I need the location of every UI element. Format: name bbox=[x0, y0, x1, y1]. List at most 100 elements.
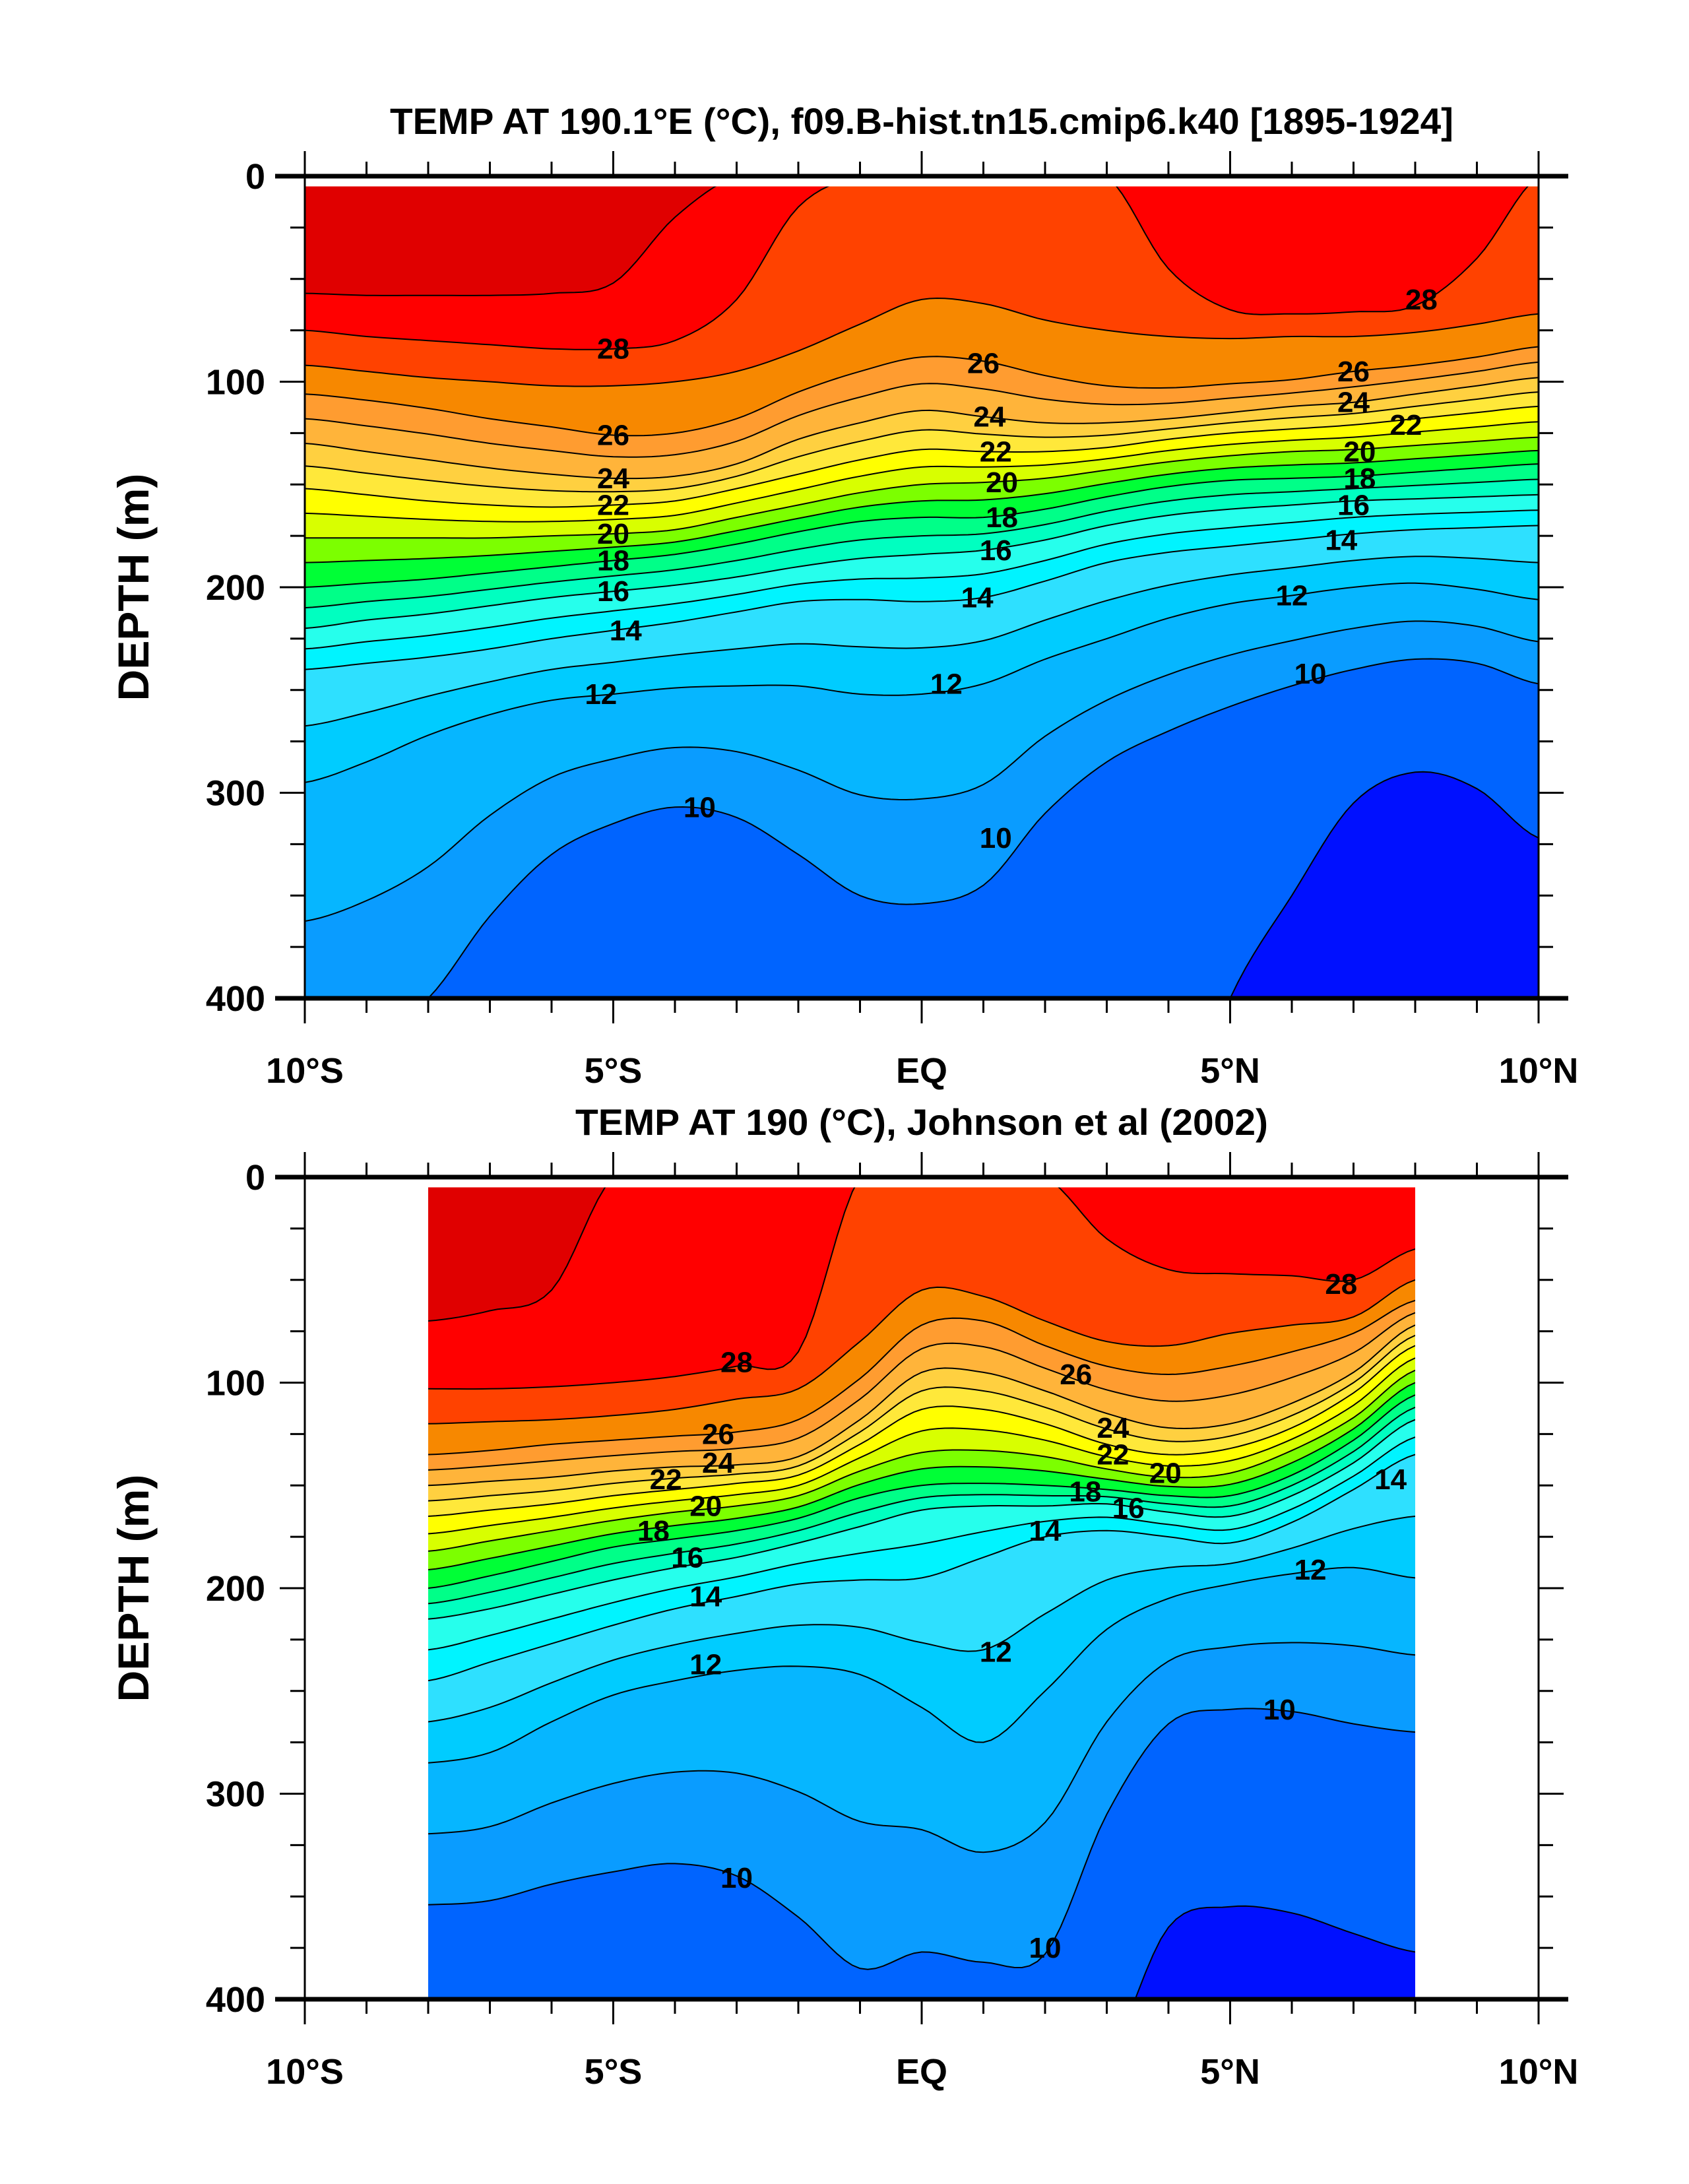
isotherm-9 bbox=[1229, 771, 1539, 999]
isotherm-29 bbox=[305, 186, 717, 296]
contour-label: 20 bbox=[1343, 435, 1376, 468]
contour-label: 28 bbox=[597, 333, 629, 366]
contour-label: 22 bbox=[980, 435, 1012, 468]
band-29 bbox=[305, 186, 716, 296]
contour-label: 16 bbox=[597, 575, 629, 608]
contour-label: 10 bbox=[684, 791, 716, 823]
contour-label: 28 bbox=[720, 1346, 753, 1378]
contour-label: 12 bbox=[980, 1636, 1012, 1669]
x-tick-label: EQ bbox=[896, 1051, 947, 1091]
isotherm-20 bbox=[305, 436, 1539, 539]
contour-label: 20 bbox=[689, 1490, 722, 1522]
isotherm-16 bbox=[428, 1419, 1415, 1620]
isotherm-21 bbox=[428, 1357, 1415, 1535]
contour-label: 10 bbox=[980, 822, 1012, 854]
band-28 bbox=[428, 1187, 1415, 1390]
x-tick-label: 5°N bbox=[1200, 2052, 1260, 2092]
contour-label: 10 bbox=[1029, 1932, 1062, 1964]
isotherm-27 bbox=[305, 297, 1539, 387]
contour-label: 24 bbox=[973, 401, 1005, 433]
isotherm-16 bbox=[305, 494, 1539, 629]
isotherm-24 bbox=[428, 1324, 1415, 1487]
contour-label: 22 bbox=[1097, 1439, 1129, 1471]
y-tick-label: 400 bbox=[206, 979, 265, 1019]
isotherm-17 bbox=[428, 1406, 1415, 1605]
isotherm-28 bbox=[428, 1187, 1415, 1390]
contour-label: 22 bbox=[1389, 409, 1422, 441]
chart-title: TEMP AT 190.1°E (°C), f09.B-hist.tn15.cm… bbox=[390, 100, 1453, 142]
contour-label: 12 bbox=[930, 668, 963, 700]
contour-label: 26 bbox=[1337, 356, 1370, 388]
y-tick-label: 300 bbox=[206, 1775, 265, 1815]
contour-label: 26 bbox=[597, 419, 629, 451]
isotherm-18 bbox=[305, 463, 1539, 588]
isotherm-11 bbox=[428, 1642, 1415, 1853]
contour-label: 18 bbox=[597, 545, 629, 577]
y-tick-label: 0 bbox=[245, 1158, 265, 1198]
x-tick-label: 5°S bbox=[585, 2052, 643, 2092]
isotherm-12 bbox=[428, 1566, 1415, 1764]
x-tick-label: 10°N bbox=[1499, 2052, 1579, 2092]
contour-label: 12 bbox=[585, 678, 617, 711]
contour-label: 12 bbox=[1294, 1554, 1327, 1586]
contour-field bbox=[428, 1187, 1415, 1999]
x-tick-label: 10°N bbox=[1499, 1051, 1579, 1091]
y-tick-label: 100 bbox=[206, 1364, 265, 1403]
isotherm-28 bbox=[305, 186, 1529, 350]
isotherm-29 bbox=[428, 1187, 606, 1322]
contour-label: 16 bbox=[1337, 489, 1370, 521]
panel-observations: TEMP AT 190 (°C), Johnson et al (2002) D… bbox=[109, 1101, 1578, 2092]
y-tick-label: 200 bbox=[206, 1569, 265, 1609]
isotherm-25 bbox=[305, 361, 1539, 458]
x-tick-label: 5°N bbox=[1200, 1051, 1260, 1091]
y-tick-label: 100 bbox=[206, 363, 265, 402]
isotherm-9 bbox=[1134, 1905, 1415, 1999]
contour-label: 22 bbox=[650, 1463, 682, 1496]
contour-label: 14 bbox=[1374, 1463, 1407, 1496]
y-tick-label: 400 bbox=[206, 1980, 265, 2020]
isotherm-10 bbox=[428, 1708, 1415, 1970]
isotherm-23 bbox=[428, 1334, 1415, 1502]
x-tick-label: 10°S bbox=[266, 2052, 344, 2092]
contour-label: 18 bbox=[1069, 1476, 1101, 1508]
contour-label: 10 bbox=[1263, 1694, 1296, 1726]
isotherm-15 bbox=[305, 509, 1539, 650]
contour-label: 14 bbox=[689, 1580, 722, 1613]
isotherm-22 bbox=[305, 405, 1539, 508]
contour-label: 14 bbox=[1325, 524, 1357, 556]
band-29 bbox=[428, 1187, 605, 1321]
contour-label: 12 bbox=[689, 1648, 722, 1681]
contour-label: 14 bbox=[1029, 1515, 1062, 1547]
contour-label: 24 bbox=[1097, 1412, 1129, 1444]
x-tick-label: 10°S bbox=[266, 1051, 344, 1091]
contour-label: 24 bbox=[1337, 387, 1370, 419]
contour-label: 14 bbox=[961, 582, 994, 614]
isotherm-19 bbox=[305, 449, 1539, 563]
contour-label: 22 bbox=[597, 489, 629, 521]
isotherm-26 bbox=[428, 1299, 1415, 1456]
contour-label: 16 bbox=[1112, 1493, 1145, 1525]
isotherm-15 bbox=[428, 1436, 1415, 1651]
contour-label: 18 bbox=[637, 1515, 670, 1547]
isotherm-24 bbox=[305, 377, 1539, 480]
contour-label: 16 bbox=[671, 1541, 703, 1574]
isotherm-25 bbox=[428, 1312, 1415, 1471]
contour-label: 26 bbox=[967, 347, 1000, 379]
x-tick-label: EQ bbox=[896, 2052, 947, 2092]
contour-label: 20 bbox=[597, 518, 629, 550]
isotherm-19 bbox=[428, 1382, 1415, 1570]
y-axis-label: DEPTH (m) bbox=[109, 1475, 158, 1702]
x-tick-label: 5°S bbox=[585, 1051, 643, 1091]
contour-label: 10 bbox=[720, 1862, 753, 1894]
isotherm-21 bbox=[305, 421, 1539, 523]
isotherm-22 bbox=[428, 1345, 1415, 1517]
isotherm-10 bbox=[427, 658, 1539, 999]
chart-title: TEMP AT 190 (°C), Johnson et al (2002) bbox=[575, 1101, 1268, 1143]
isotherm-14 bbox=[305, 525, 1539, 670]
isotherm-27 bbox=[428, 1279, 1415, 1425]
contour-label: 24 bbox=[702, 1447, 734, 1479]
contour-label: 14 bbox=[610, 614, 642, 647]
contour-label: 18 bbox=[986, 501, 1018, 534]
contour-label: 20 bbox=[1149, 1458, 1182, 1490]
contour-label: 28 bbox=[1325, 1268, 1357, 1301]
